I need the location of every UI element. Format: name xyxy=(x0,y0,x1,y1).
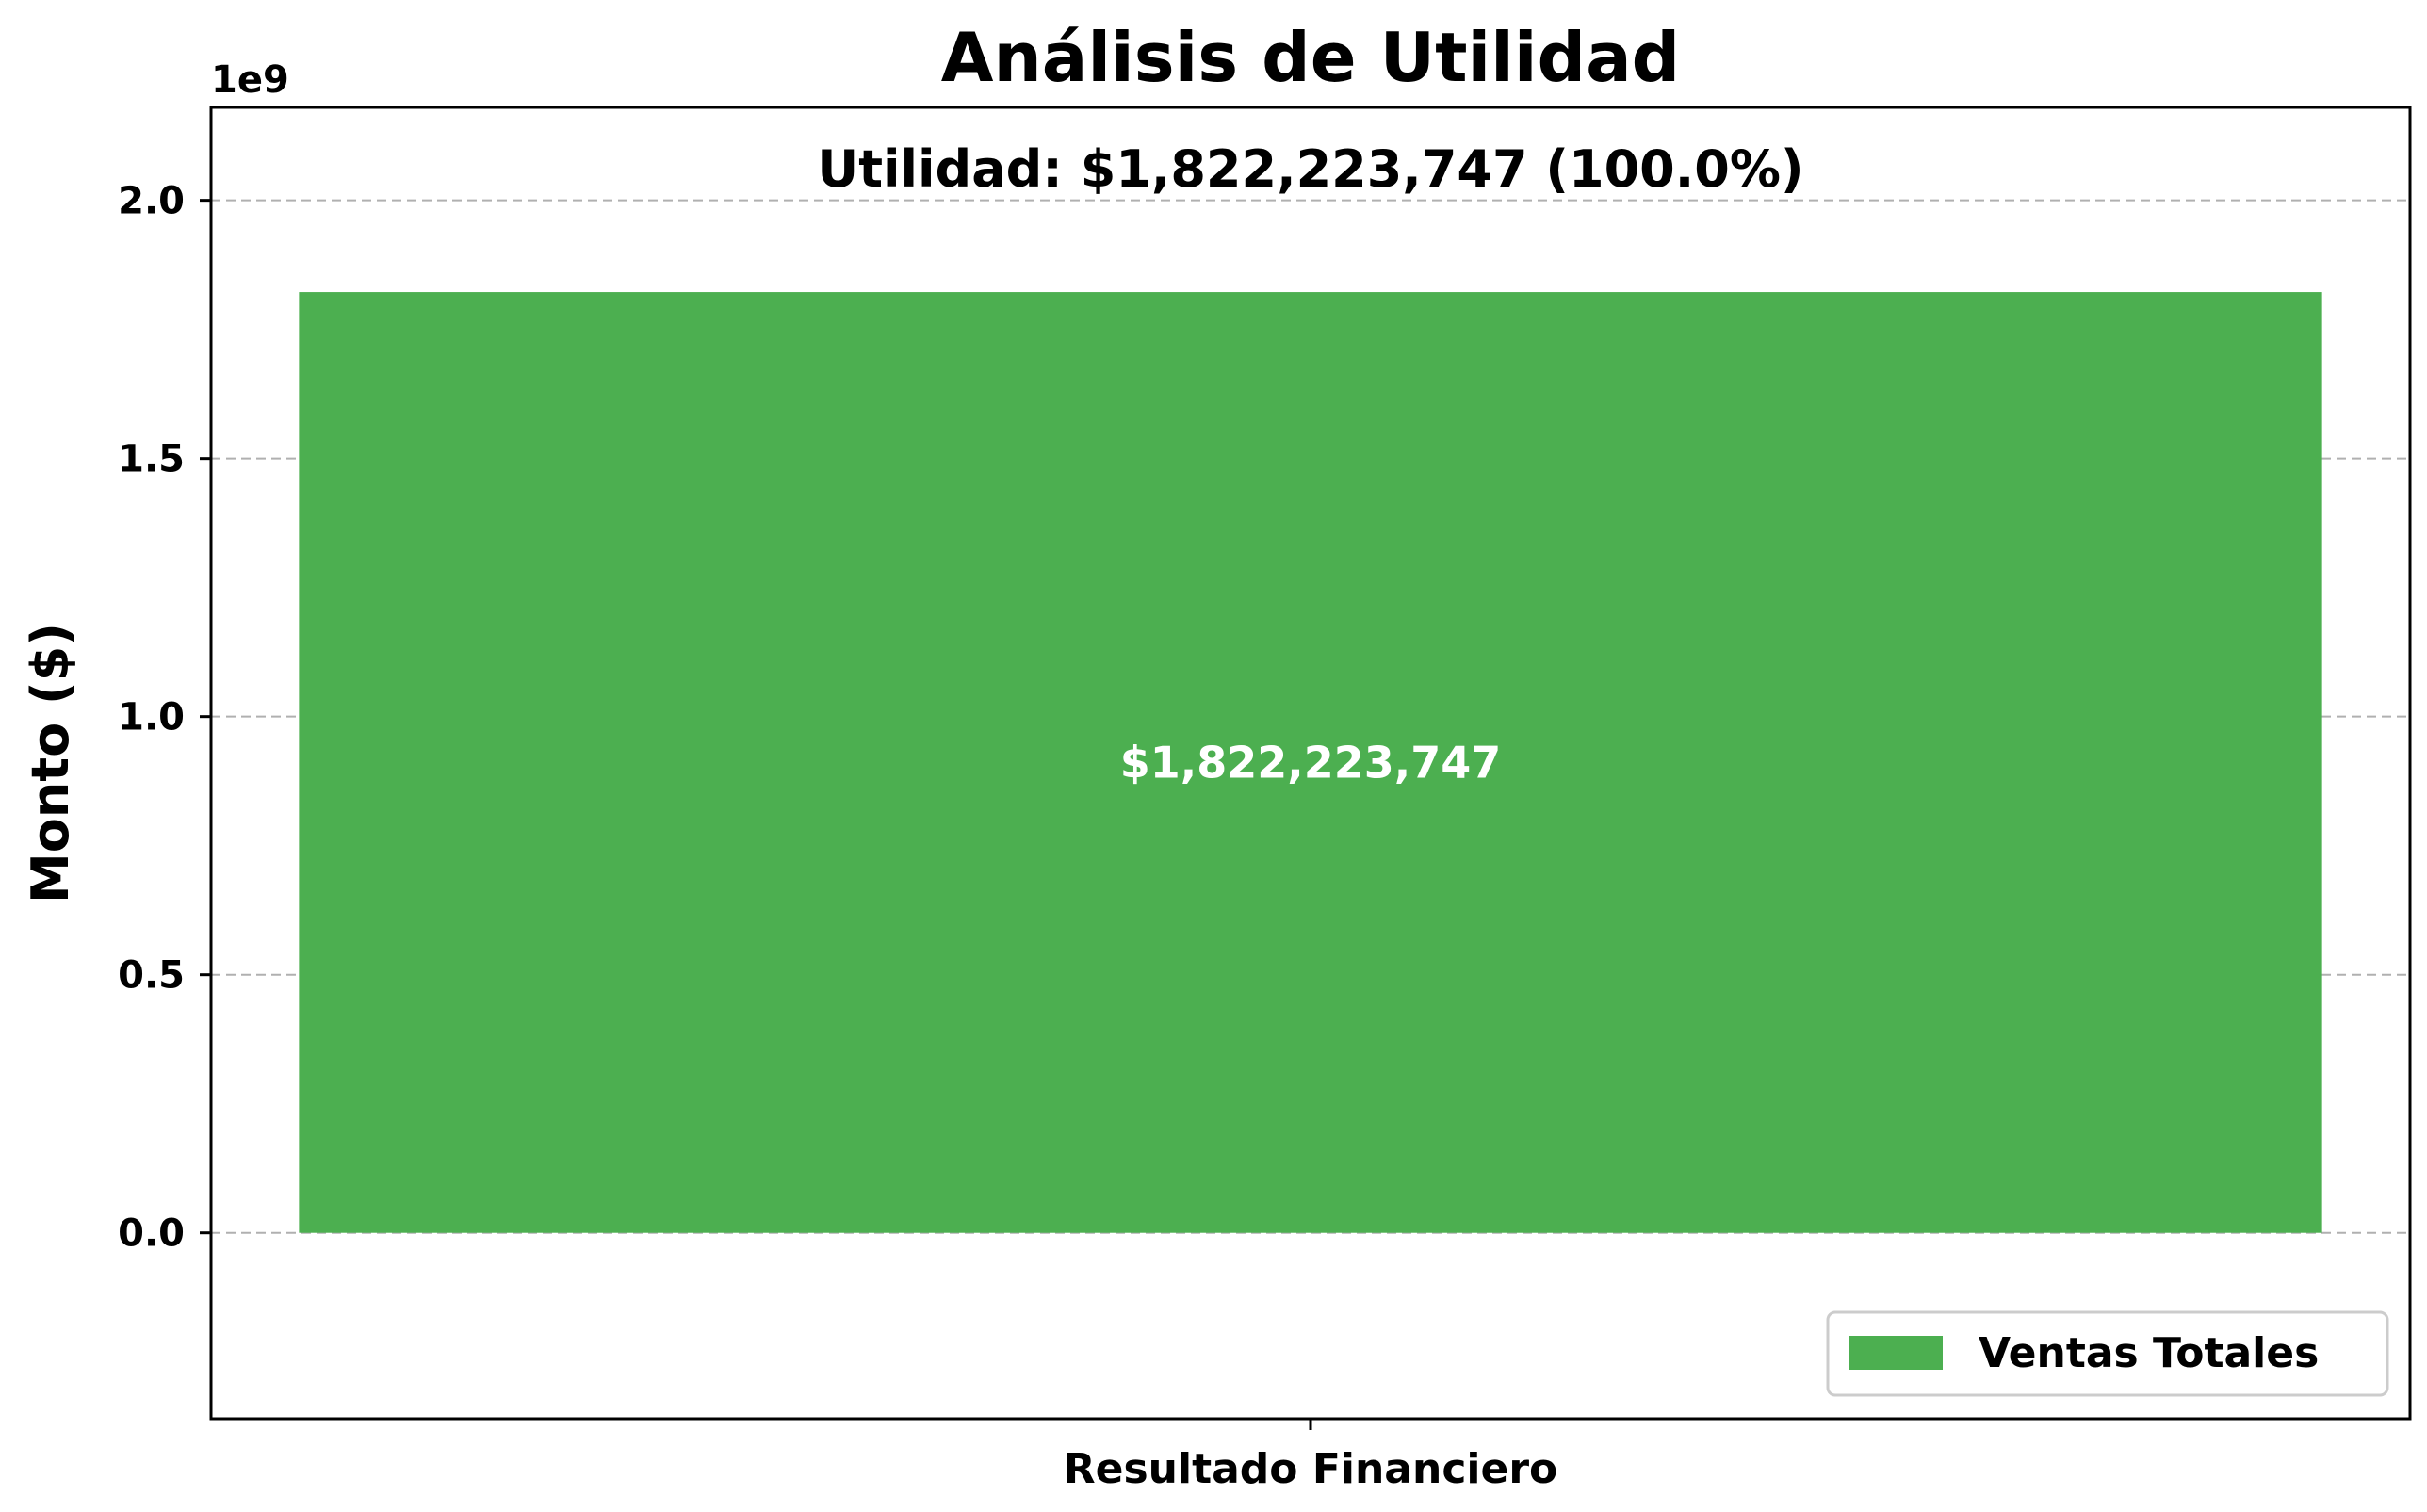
bar-resultado-financiero xyxy=(299,292,2322,1233)
bar-value-labels: $1,822,223,747 xyxy=(1120,737,1502,788)
y-axis-ticks: 0.0 0.5 1.0 1.5 2.0 xyxy=(118,180,211,1256)
chart-title: Análisis de Utilidad xyxy=(941,18,1680,97)
legend-box xyxy=(1826,1310,2389,1397)
y-tick-label: 0.5 xyxy=(118,954,185,998)
y-tick-label: 1.5 xyxy=(118,438,185,481)
y-axis-label: Monto ($) xyxy=(21,623,80,903)
legend: Ventas Totales xyxy=(1826,1310,2389,1397)
y-tick-label: 2.0 xyxy=(118,180,185,223)
bar-value-label: $1,822,223,747 xyxy=(1120,737,1502,788)
y-tick-label: 1.0 xyxy=(118,696,185,740)
legend-swatch-ventas-totales xyxy=(1849,1336,1943,1370)
legend-label-ventas-totales: Ventas Totales xyxy=(1979,1329,2319,1377)
utility-annotation: Utilidad: $1,822,223,747 (100.0%) xyxy=(817,139,1803,199)
x-tick-label: Resultado Financiero xyxy=(1064,1445,1558,1493)
y-axis-offset-label: 1e9 xyxy=(211,58,289,102)
y-tick-label: 0.0 xyxy=(118,1212,185,1256)
x-axis-ticks: Resultado Financiero xyxy=(1064,1419,1558,1493)
bars xyxy=(299,292,2322,1233)
